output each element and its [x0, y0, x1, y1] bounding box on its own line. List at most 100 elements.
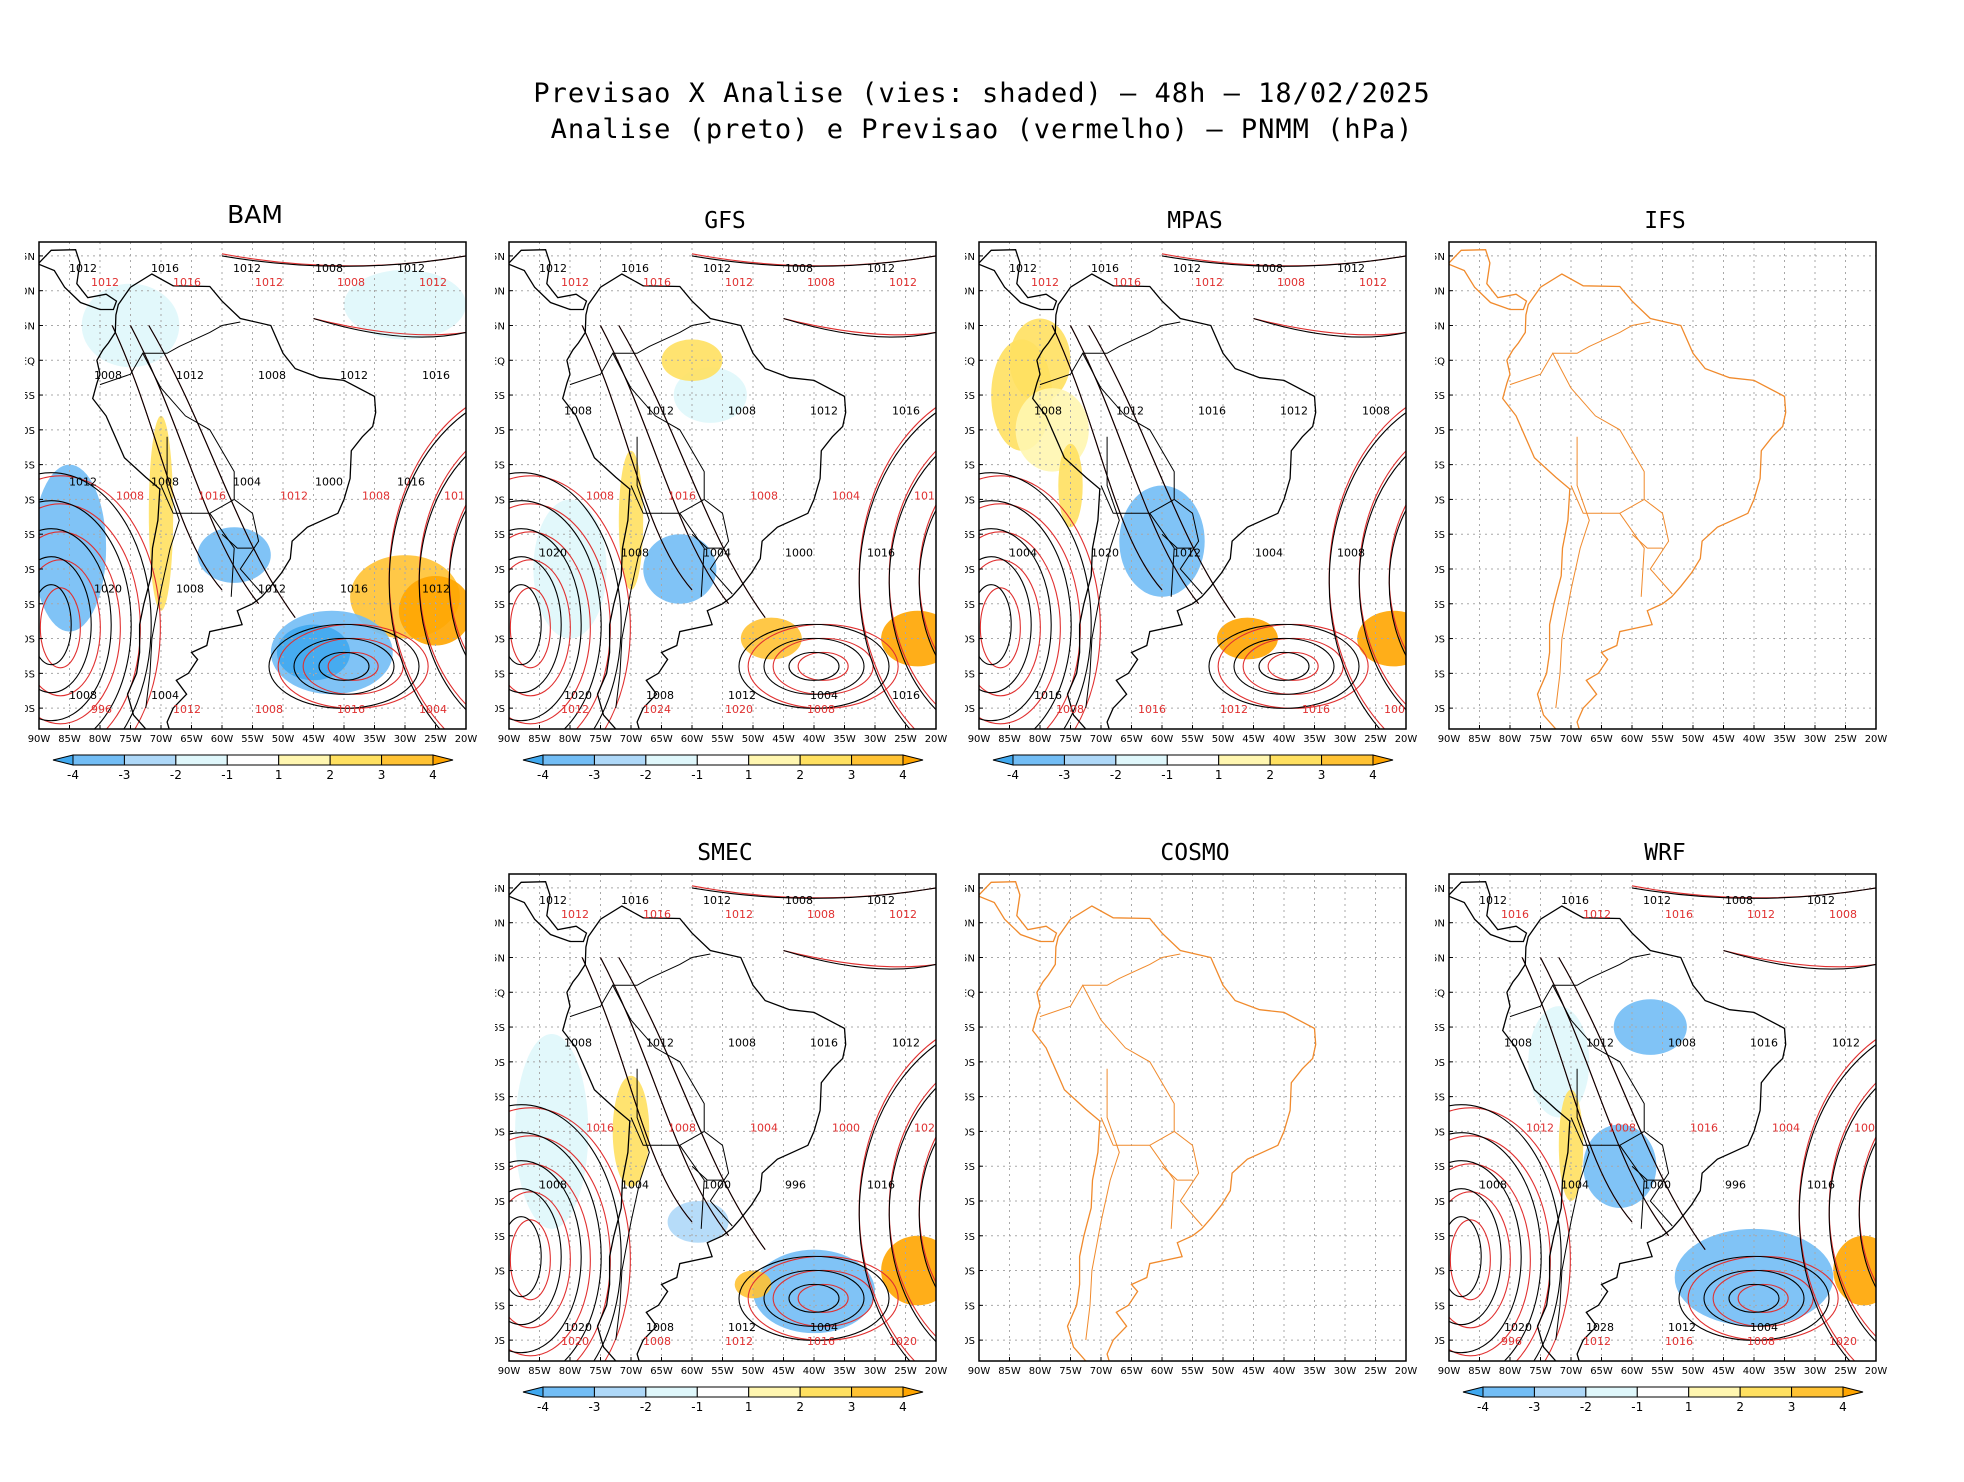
lat-label: 40S [25, 635, 35, 646]
lon-label: 80W [89, 734, 112, 745]
lon-label: 85W [998, 1366, 1021, 1377]
colorbar-label: 2 [1266, 768, 1274, 782]
colorbar-label: 2 [796, 768, 804, 782]
contour-label: 1008 [807, 908, 835, 921]
map-cosmo: 15N 10N 5N EQ 5S 10S 15S 20S 25S 30S 35S 40S 45S 50S 9… [965, 873, 1417, 1377]
contour-label: 1004 [1255, 547, 1283, 560]
lat-label: 30S [25, 565, 35, 576]
bias-blob [1058, 443, 1083, 528]
bias-blob [661, 339, 723, 382]
lat-label: 10N [1435, 287, 1445, 298]
contour-label: 996 [1501, 1335, 1522, 1348]
lon-label: 90W [1438, 1366, 1461, 1377]
lat-label: 25S [1435, 1162, 1445, 1173]
colorbar-label: -3 [1058, 768, 1070, 782]
contour-label: 1016 [867, 547, 895, 560]
colorbar: -4 -3 -2 -1 1 2 3 4 [1462, 1386, 1864, 1414]
lat-label: 5N [965, 321, 975, 332]
lon-label: 80W [1029, 734, 1052, 745]
lat-label: 5S [1435, 391, 1445, 402]
lat-label: 30S [1435, 1197, 1445, 1208]
lat-label: 15N [1435, 252, 1445, 263]
contour-label: 1008 [643, 1335, 671, 1348]
lon-label: 60W [681, 734, 704, 745]
lat-label: 10S [495, 426, 505, 437]
lon-label: 50W [1682, 1366, 1705, 1377]
lat-label: 15N [1435, 884, 1445, 895]
contour-label: 1016 [668, 490, 696, 503]
forecast-isobars [509, 887, 936, 1361]
contour-label: 1016 [867, 1179, 895, 1192]
contour-label: 1012 [1643, 894, 1671, 907]
contour-label: 1012 [561, 276, 589, 289]
contour-label: 1012 [1526, 1122, 1554, 1135]
coastline [979, 249, 1317, 729]
colorbar: -4 -3 -2 -1 1 2 3 4 [522, 754, 924, 782]
lon-label: 35W [833, 734, 856, 745]
contour-label: 1020 [1091, 547, 1119, 560]
lon-label: 25W [894, 1366, 917, 1377]
contour-label: 1012 [539, 894, 567, 907]
lon-label: 70W [1090, 1366, 1113, 1377]
contour-label: 1012 [1583, 908, 1611, 921]
contour-label: 1008 [1479, 1179, 1507, 1192]
contour-label: 1000 [703, 1179, 731, 1192]
lon-label: 30W [864, 734, 887, 745]
axis-labels: 15N 10N 5N EQ 5S 10S 15S 20S 25S 30S 35S 40S 45S 50S 9… [495, 884, 947, 1377]
lat-label: 20S [965, 1127, 975, 1138]
lon-label: 25W [424, 734, 447, 745]
lat-label: 10S [495, 1058, 505, 1069]
colorbar-label: 3 [848, 1400, 856, 1414]
lon-label: 65W [650, 1366, 673, 1377]
colorbar-label: 2 [1736, 1400, 1744, 1414]
lon-label: 85W [998, 734, 1021, 745]
lat-label: 40S [965, 635, 975, 646]
contour-label: 1004 [1750, 1321, 1778, 1334]
lon-label: 35W [1773, 1366, 1796, 1377]
lat-label: 10N [965, 287, 975, 298]
colorbar-label: -4 [1007, 768, 1019, 782]
lat-label: 15N [495, 884, 505, 895]
contour-label: 1008 [1255, 262, 1283, 275]
lon-label: 60W [1621, 1366, 1644, 1377]
lat-label: 5N [965, 953, 975, 964]
contour-label: 1012 [1359, 276, 1387, 289]
forecast-isobars [1449, 887, 1876, 1361]
contour-label: 1012 [867, 894, 895, 907]
contour-label: 1016 [1561, 894, 1589, 907]
contour-label: 1008 [1747, 1335, 1775, 1348]
lon-label: 85W [528, 734, 551, 745]
coastline [1449, 249, 1787, 729]
contour-label: 1004 [233, 476, 261, 489]
bias-blob [39, 464, 107, 632]
lon-label: 70W [1560, 734, 1583, 745]
gridlines [979, 242, 1406, 729]
lat-label: 25S [495, 530, 505, 541]
contour-label: 1000 [785, 547, 813, 560]
contour-label: 1012 [1116, 404, 1144, 417]
colorbar-label: 4 [899, 1400, 907, 1414]
lon-label: 80W [1029, 1366, 1052, 1377]
lat-label: 30S [495, 1197, 505, 1208]
colorbar-label: -2 [1110, 768, 1122, 782]
lon-label: 30W [394, 734, 417, 745]
contour-label: 1012 [1173, 262, 1201, 275]
contour-label: 1008 [1725, 894, 1753, 907]
panel-ifs: 15N 10N 5N EQ 5S 10S 15S 20S 25S 30S 35S 40S 45S 50S 9… [1435, 208, 1895, 745]
contour-label: 1008 [1056, 703, 1084, 716]
contour-label: 1016 [1138, 703, 1166, 716]
contour-label: 1020 [561, 1335, 589, 1348]
colorbar-label: -1 [221, 768, 233, 782]
lon-label: 50W [1212, 1366, 1235, 1377]
lon-label: 75W [1529, 1366, 1552, 1377]
colorbar-label: -4 [1477, 1400, 1489, 1414]
panel-title: SMEC [697, 840, 753, 866]
lon-label: 70W [1560, 1366, 1583, 1377]
contour-label: 1008 [539, 1179, 567, 1192]
lon-label: 20W [925, 734, 948, 745]
lon-label: 75W [1059, 1366, 1082, 1377]
contour-label: 1012 [1668, 1321, 1696, 1334]
